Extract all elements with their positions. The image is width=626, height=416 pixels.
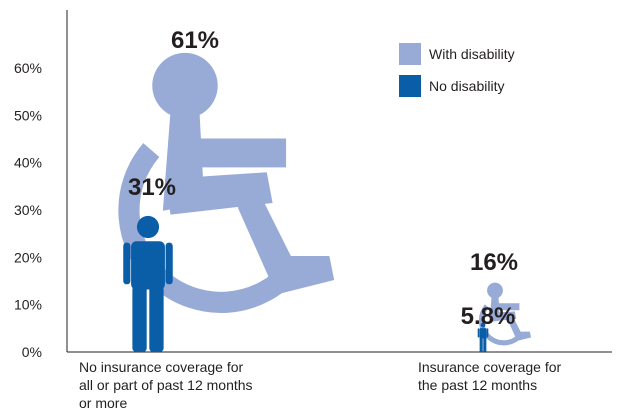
y-tick-label: 20% xyxy=(14,249,42,265)
person-icon-insurance xyxy=(477,322,489,352)
wheelchair-arm xyxy=(496,303,520,311)
legend-swatch xyxy=(399,75,421,97)
value-labels: 61% 31% 16% 5.8% xyxy=(128,27,518,330)
person-right-leg xyxy=(149,285,164,352)
chart-marks xyxy=(118,52,532,352)
wheelchair-head xyxy=(152,52,218,119)
person-head xyxy=(480,322,486,328)
category-label-no-insurance: No insurance coverage for all or part of… xyxy=(79,359,253,411)
value-label-no-disability-no-insurance: 31% xyxy=(128,174,176,201)
wheelchair-wheel xyxy=(478,304,523,346)
person-torso xyxy=(131,241,165,290)
wheelchair-arm xyxy=(189,138,287,168)
legend: With disability No disability xyxy=(399,43,515,97)
legend-swatch xyxy=(399,43,421,65)
person-left-arm xyxy=(123,242,131,285)
wheelchair-head xyxy=(487,282,503,299)
y-tick-label: 30% xyxy=(14,202,42,218)
person-left-arm xyxy=(477,328,480,338)
y-tick-label: 50% xyxy=(14,107,42,123)
wheelchair-shin xyxy=(237,178,335,295)
value-label-with-disability-no-insurance: 61% xyxy=(171,27,219,54)
y-tick-label: 60% xyxy=(14,60,42,76)
y-axis-ticks: 0% 10% 20% 30% 40% 50% 60% xyxy=(14,60,42,360)
wheelchair-shin xyxy=(507,313,532,341)
value-label-with-disability-insurance: 16% xyxy=(470,249,518,276)
person-right-leg xyxy=(483,337,487,352)
person-left-leg xyxy=(479,337,483,352)
y-tick-label: 10% xyxy=(14,297,42,313)
legend-label: No disability xyxy=(429,78,504,94)
person-icon-no-insurance xyxy=(123,215,173,352)
person-left-leg xyxy=(132,285,147,352)
wheelchair-icon-insurance xyxy=(478,282,532,346)
person-torso xyxy=(479,328,487,339)
person-right-arm xyxy=(165,242,173,285)
person-head xyxy=(136,215,160,239)
person-right-arm xyxy=(486,328,489,338)
y-tick-label: 40% xyxy=(14,155,42,171)
category-label-insurance: Insurance coverage for the past 12 month… xyxy=(418,359,562,393)
legend-label: With disability xyxy=(429,46,515,62)
value-label-no-disability-insurance: 5.8% xyxy=(461,303,516,330)
y-tick-label: 0% xyxy=(22,344,42,360)
